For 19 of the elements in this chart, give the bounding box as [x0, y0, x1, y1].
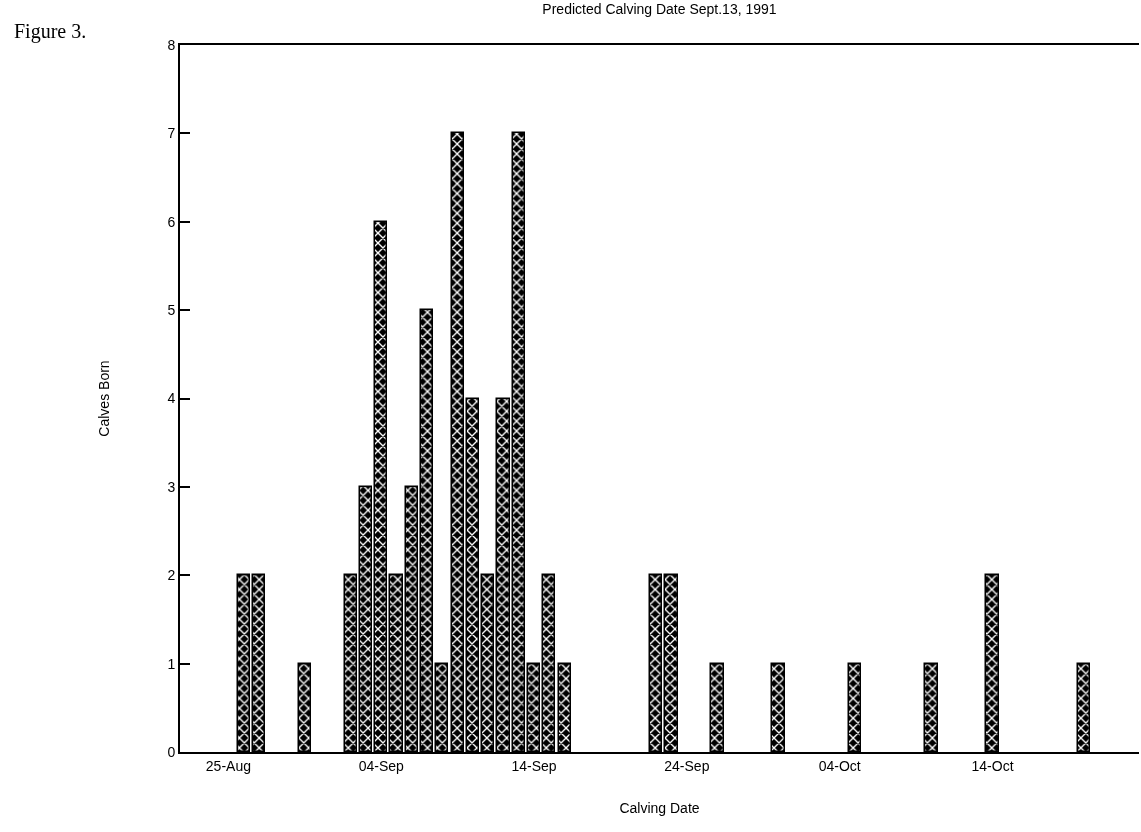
x-tick-label: 14-Oct	[971, 757, 1014, 774]
y-tick-label: 6	[167, 213, 176, 230]
chart-title: Predicted Calving Date Sept.13, 1991	[542, 0, 777, 17]
y-tick-label: 4	[167, 390, 176, 407]
x-tick-label: 04-Sep	[358, 757, 404, 774]
caption: Figure 3.	[14, 20, 87, 43]
x-tick-label: 14-Sep	[511, 757, 557, 774]
y-tick-label: 1	[167, 655, 176, 672]
y-tick-label: 8	[167, 36, 176, 53]
x-axis-title: Calving Date	[619, 799, 700, 816]
y-axis-title: Calves Born	[95, 360, 112, 437]
y-tick-label: 0	[167, 743, 176, 760]
x-tick-label: 24-Sep	[664, 757, 710, 774]
x-tick-label: 04-Oct	[818, 757, 861, 774]
y-tick-label: 5	[167, 302, 176, 319]
y-tick-label: 2	[167, 567, 176, 584]
y-tick-label: 3	[167, 478, 176, 495]
y-tick-label: 7	[167, 125, 176, 142]
x-tick-label: 25-Aug	[205, 757, 251, 774]
